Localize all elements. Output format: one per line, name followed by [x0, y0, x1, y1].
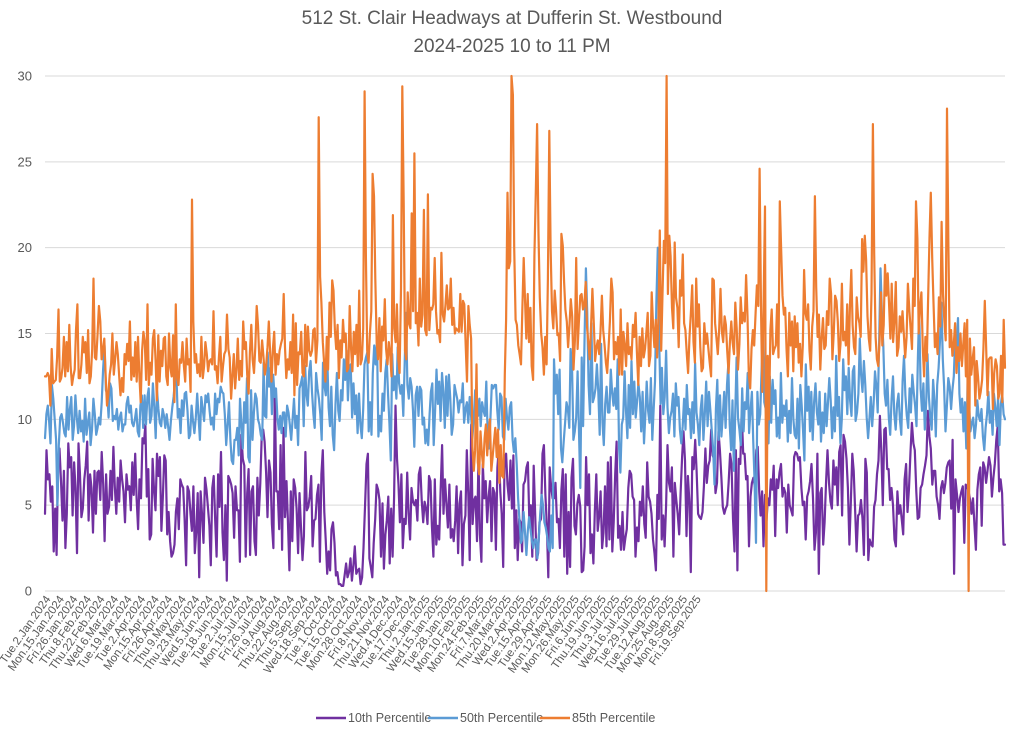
y-axis-ticks: 0 5 10 15 20 25 30: [18, 69, 32, 599]
legend: 10th Percentile 50th Percentile 85th Perce…: [316, 711, 655, 725]
y-tick-label: 20: [18, 240, 32, 255]
chart-subtitle: 2024-2025 10 to 11 PM: [413, 36, 610, 57]
chart-title: 512 St. Clair Headways at Dufferin St. W…: [302, 8, 723, 29]
y-tick-label: 10: [18, 412, 32, 427]
y-tick-label: 25: [18, 154, 32, 169]
y-tick-label: 30: [18, 69, 32, 84]
series-lines: [43, 74, 1007, 593]
series-line-50th-percentile: [43, 246, 1007, 560]
series-line-10th-percentile: [43, 387, 1007, 588]
legend-label: 10th Percentile: [348, 711, 431, 725]
y-tick-label: 0: [25, 584, 32, 599]
x-axis-ticks: Tue.2.Jan.2024Mon.15.Jan.2024Fri.26.Jan.…: [0, 593, 704, 676]
legend-label: 50th Percentile: [460, 711, 543, 725]
y-tick-label: 15: [18, 326, 32, 341]
y-tick-label: 5: [25, 498, 32, 513]
series-line-85th-percentile: [43, 74, 1007, 593]
legend-label: 85th Percentile: [572, 711, 655, 725]
